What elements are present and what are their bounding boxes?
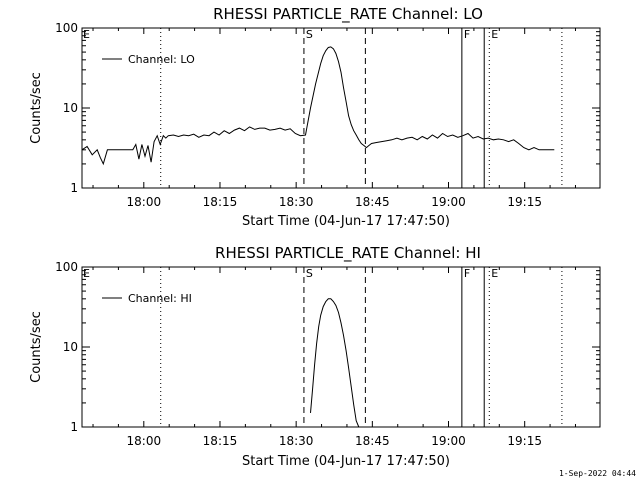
marker-label-lo-f: F [464, 28, 470, 41]
chart-title-lo: RHESSI PARTICLE_RATE Channel: LO [213, 5, 483, 24]
x-tick-label-hi-0: 18:00 [127, 434, 162, 448]
x-tick-label-lo-1: 18:15 [203, 195, 238, 209]
x-tick-label-hi-5: 19:15 [507, 434, 542, 448]
chart-title-hi: RHESSI PARTICLE_RATE Channel: HI [215, 244, 481, 263]
y-tick-label-hi-2: 100 [55, 260, 78, 274]
marker-lines-lo: S F EE [83, 28, 563, 188]
y-axis-title-hi: Counts/sec [29, 311, 44, 383]
x-tick-label-lo-2: 18:30 [279, 195, 314, 209]
y-tick-label-hi-1: 10 [63, 340, 78, 354]
plot-frame-hi [81, 266, 601, 428]
y-axis-title-lo: Counts/sec [29, 72, 44, 144]
y-tick-label-lo-2: 100 [55, 21, 78, 35]
marker-label-hi-f: F [464, 267, 470, 280]
y-axis-ticks-lo: 1 10 100 [55, 21, 600, 195]
footer-timestamp: 1-Sep-2022 04:44 [558, 469, 636, 478]
legend-lo: Channel: LO [102, 53, 195, 66]
x-tick-label-lo-4: 19:00 [431, 195, 466, 209]
y-tick-label-lo-1: 10 [63, 101, 78, 115]
marker-label-hi-e-left: E [83, 267, 90, 280]
legend-label-hi: Channel: HI [128, 292, 192, 305]
x-tick-label-hi-4: 19:00 [431, 434, 466, 448]
marker-label-lo-s: S [306, 28, 313, 41]
marker-label-hi-e: E [491, 267, 498, 280]
x-tick-label-lo-5: 19:15 [507, 195, 542, 209]
x-axis-title-lo: Start Time (04-Jun-17 17:47:50) [242, 214, 450, 229]
x-axis-ticks-hi: 18:00 18:15 18:30 18:45 19:00 19:15 [92, 267, 576, 448]
legend-hi: Channel: HI [102, 292, 192, 305]
y-tick-label-lo-0: 1 [70, 181, 78, 195]
lo-channel-panel: RHESSI PARTICLE_RATE Channel: LO S F E E 18… [29, 5, 601, 229]
x-tick-label-hi-2: 18:30 [279, 434, 314, 448]
x-tick-label-lo-3: 18:45 [355, 195, 390, 209]
y-axis-ticks-hi: 1 10 100 [55, 260, 600, 434]
marker-label-lo-e-left: E [83, 28, 90, 41]
legend-label-lo: Channel: LO [128, 53, 195, 66]
x-tick-label-hi-1: 18:15 [203, 434, 238, 448]
plot-frame-lo [81, 27, 601, 189]
series-line-hi [310, 298, 360, 428]
series-line-lo [81, 46, 555, 166]
marker-lines-hi: S F EE [83, 267, 563, 427]
x-axis-title-hi: Start Time (04-Jun-17 17:47:50) [242, 454, 450, 469]
marker-label-hi-s: S [306, 267, 313, 280]
x-axis-ticks-lo: 18:00 18:15 18:30 18:45 19:00 19:15 [92, 28, 576, 209]
y-tick-label-hi-0: 1 [70, 420, 78, 434]
x-tick-label-lo-0: 18:00 [127, 195, 162, 209]
hi-channel-panel: RHESSI PARTICLE_RATE Channel: HI S F E E 18… [29, 244, 601, 469]
x-tick-label-hi-3: 18:45 [355, 434, 390, 448]
marker-label-lo-e: E [491, 28, 498, 41]
